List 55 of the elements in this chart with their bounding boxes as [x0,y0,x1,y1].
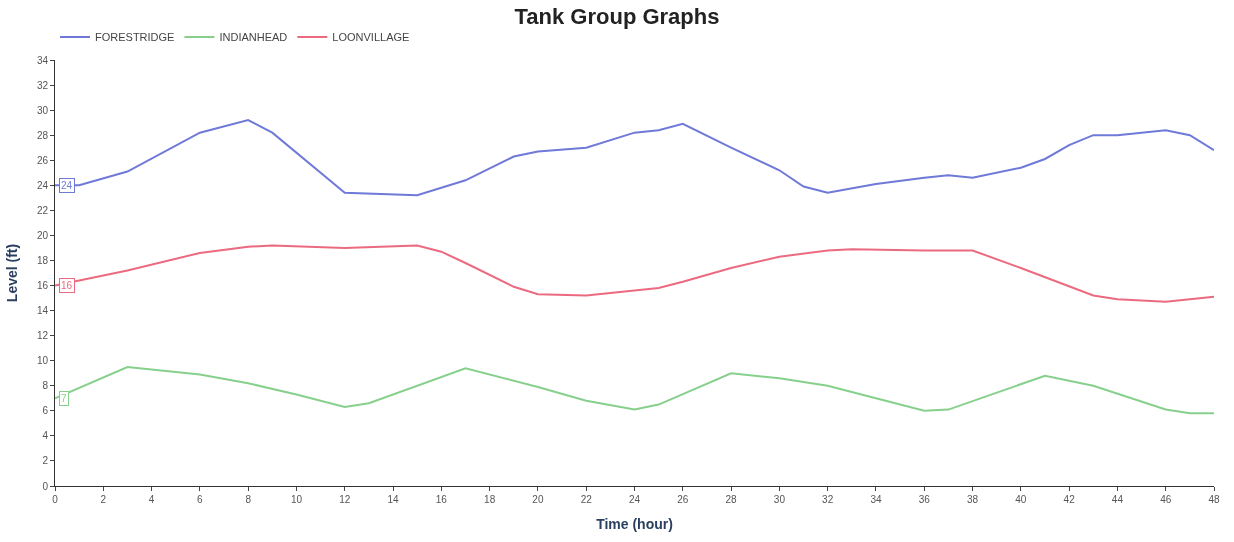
y-tick-label: 26 [36,154,49,166]
y-tick-label: 10 [36,355,49,367]
line-series [55,119,1214,197]
y-tick-label: 30 [36,104,49,116]
y-tick-label: 16 [36,280,49,292]
x-tick-label: 34 [870,494,882,505]
x-tick-label: 46 [1160,494,1172,505]
x-tick-label: 20 [532,494,544,505]
y-tick-label: 6 [42,405,49,417]
x-tick-label: 8 [245,494,252,505]
y-tick-label: 28 [36,129,49,141]
x-tick-label: 24 [628,494,641,505]
x-tick-label: 38 [966,494,979,505]
y-tick-label: 14 [36,305,49,317]
x-tick-label: 28 [725,494,738,505]
x-tick-label: 16 [435,494,448,505]
x-tick-label: 32 [822,494,834,505]
line-series [55,365,1214,415]
line-series [55,244,1214,303]
x-tick-label: 26 [677,494,689,505]
data-label: 16 [61,280,73,291]
legend-label: FORESTRIDGE [95,31,175,44]
y-tick-label: 8 [42,380,49,392]
x-tick-label: 18 [484,494,496,505]
x-tick-label: 36 [918,494,931,505]
chart-title: Tank Group Graphs [514,3,720,29]
x-tick-label: 2 [100,494,107,505]
y-tick-label: 20 [36,229,49,241]
x-tick-label: 12 [339,494,351,505]
legend-label: INDIANHEAD [219,31,288,44]
y-tick-label: 4 [42,430,49,442]
x-tick-label: 42 [1063,494,1076,505]
x-axis-title: Time (hour) [596,516,673,533]
y-tick-label: 2 [42,455,49,467]
x-tick-label: 48 [1208,494,1220,505]
legend-label: LOONVILLAGE [332,31,410,44]
y-tick-label: 12 [36,330,49,342]
data-label: 7 [61,393,67,404]
x-tick-label: 4 [148,494,155,505]
x-tick-label: 14 [387,494,400,505]
y-tick-label: 32 [36,79,49,91]
x-tick-label: 0 [52,494,59,505]
y-tick-label: 34 [36,54,49,66]
x-tick-label: 44 [1111,494,1124,505]
y-tick-label: 24 [36,179,49,191]
data-label: 24 [61,180,73,191]
x-tick-label: 22 [580,494,593,505]
y-tick-label: 18 [36,254,49,266]
y-axis-title: Level (ft) [4,243,21,303]
x-tick-label: 30 [773,494,786,505]
y-tick-label: 0 [42,480,49,492]
x-tick-label: 40 [1015,494,1027,505]
y-tick-label: 22 [36,204,49,216]
x-tick-label: 6 [197,494,204,505]
x-tick-label: 10 [290,494,303,505]
